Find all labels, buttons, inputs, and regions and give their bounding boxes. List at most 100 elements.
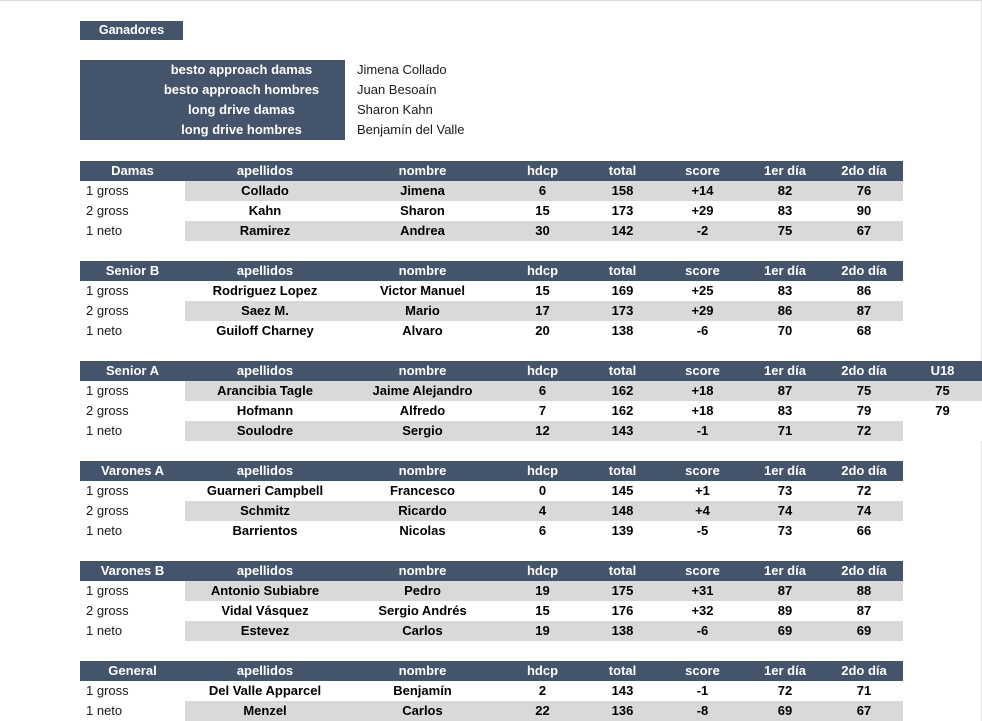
row-rank-label: 1 gross <box>80 281 185 301</box>
cell-nombre: Victor Manuel <box>379 283 465 298</box>
row-band: Guarneri Campbell Francesco 0 145 +1 73 72 <box>185 481 903 501</box>
column-header-nombre: nombre <box>398 563 447 578</box>
cell-dia2: 79 <box>856 403 872 418</box>
cell-score: +29 <box>691 303 714 318</box>
row-rank-label: 2 gross <box>80 301 185 321</box>
cell-nombre: Sergio Andrés <box>378 603 467 618</box>
row-band: Antonio Subiabre Pedro 19 175 +31 87 88 <box>185 581 903 601</box>
winner-name: Sharon Kahn <box>357 102 433 117</box>
results-table-senior-b: Senior B apellidos nombre hdcp total score 1er… <box>80 261 903 341</box>
table-category-header: Varones A <box>100 463 165 478</box>
row-rank-label: 1 gross <box>80 581 185 601</box>
cell-nombre: Pedro <box>404 583 441 598</box>
cell-total: 145 <box>611 483 634 498</box>
cell-dia1: 73 <box>777 483 793 498</box>
column-header-apellidos: apellidos <box>236 463 294 478</box>
table-category-header: Damas <box>111 163 154 178</box>
table-row: 1 gross Del Valle Apparcel Benjamín 2 143 -1 7… <box>80 681 903 701</box>
ganadores-button[interactable]: Ganadores <box>80 21 183 40</box>
cell-dia1: 71 <box>777 423 793 438</box>
row-rank-label: 1 neto <box>80 621 185 641</box>
cell-u18 <box>903 421 982 441</box>
cell-apellidos: Saez M. <box>241 303 289 318</box>
row-band: Schmitz Ricardo 4 148 +4 74 74 <box>185 501 903 521</box>
cell-nombre: Jaime Alejandro <box>372 383 473 398</box>
table-header-row: General apellidos nombre hdcp total score 1er … <box>80 661 903 681</box>
column-header-score: score <box>685 663 720 678</box>
column-header-dia2: 2do día <box>841 163 887 178</box>
row-rank-label: 2 gross <box>80 601 185 621</box>
cell-apellidos: Barrientos <box>232 523 298 538</box>
row-rank-label: 2 gross <box>80 501 185 521</box>
table-row: 1 gross Collado Jimena 6 158 +14 82 76 <box>80 181 903 201</box>
cell-dia1: 73 <box>777 523 793 538</box>
column-header-score: score <box>685 263 720 278</box>
cell-hdcp: 6 <box>538 383 547 398</box>
results-table-senior-a: Senior A apellidos nombre hdcp total score 1er… <box>80 361 982 441</box>
cell-hdcp: 12 <box>535 423 550 438</box>
winner-category-label: besto approach damas <box>170 62 313 77</box>
table-category-header: General <box>108 663 157 678</box>
cell-hdcp: 4 <box>538 503 547 518</box>
cell-hdcp: 15 <box>535 203 550 218</box>
cell-apellidos: Arancibia Tagle <box>217 383 313 398</box>
column-header-dia2: 2do día <box>841 263 887 278</box>
cell-nombre: Carlos <box>402 623 443 638</box>
cell-apellidos: Guarneri Campbell <box>206 483 324 498</box>
winner-name: Benjamín del Valle <box>357 122 465 137</box>
cell-apellidos: Hofmann <box>236 403 294 418</box>
cell-hdcp: 6 <box>538 523 547 538</box>
cell-dia2: 76 <box>856 183 872 198</box>
cell-dia2: 68 <box>856 323 872 338</box>
cell-nombre: Alfredo <box>399 403 446 418</box>
table-row: 1 neto Barrientos Nicolas 6 139 -5 73 66 <box>80 521 903 541</box>
cell-total: 138 <box>611 323 634 338</box>
cell-dia2: 72 <box>856 483 872 498</box>
column-header-hdcp: hdcp <box>526 163 559 178</box>
column-header-dia2: 2do día <box>841 363 887 378</box>
cell-dia2: 72 <box>856 423 872 438</box>
cell-total: 175 <box>611 583 634 598</box>
row-band: Guiloff Charney Alvaro 20 138 -6 70 68 <box>185 321 903 341</box>
cell-score: -2 <box>696 223 709 238</box>
cell-apellidos: Menzel <box>243 703 287 718</box>
column-header-hdcp: hdcp <box>526 363 559 378</box>
row-band: Soulodre Sergio 12 143 -1 71 72 <box>185 421 903 441</box>
winner-category-label: long drive hombres <box>181 122 302 137</box>
cell-dia1: 87 <box>777 583 793 598</box>
column-header-nombre: nombre <box>398 463 447 478</box>
column-header-nombre: nombre <box>398 363 447 378</box>
cell-score: +25 <box>691 283 714 298</box>
cell-dia1: 83 <box>777 203 793 218</box>
cell-apellidos: Antonio Subiabre <box>210 583 320 598</box>
table-category-header: Senior A <box>106 363 159 378</box>
cell-dia1: 72 <box>777 683 793 698</box>
cell-dia2: 71 <box>856 683 872 698</box>
cell-total: 169 <box>611 283 634 298</box>
cell-total: 158 <box>611 183 634 198</box>
cell-nombre: Alvaro <box>402 323 443 338</box>
cell-nombre: Nicolas <box>399 523 446 538</box>
row-rank-label: 2 gross <box>80 201 185 221</box>
cell-total: 139 <box>611 523 634 538</box>
cell-dia2: 75 <box>856 383 872 398</box>
cell-dia1: 83 <box>777 403 793 418</box>
cell-score: +1 <box>695 483 710 498</box>
table-row: 1 gross Antonio Subiabre Pedro 19 175 +31 87 88 <box>80 581 903 601</box>
column-header-total: total <box>608 663 637 678</box>
cell-total: 136 <box>611 703 634 718</box>
cell-hdcp: 20 <box>535 323 550 338</box>
cell-hdcp: 0 <box>538 483 547 498</box>
cell-dia1: 70 <box>777 323 793 338</box>
row-rank-label: 1 gross <box>80 381 185 401</box>
table-header-row: Senior A apellidos nombre hdcp total score 1er… <box>80 361 982 381</box>
row-band: Collado Jimena 6 158 +14 82 76 <box>185 181 903 201</box>
column-header-hdcp: hdcp <box>526 663 559 678</box>
table-header-row: Damas apellidos nombre hdcp total score 1er dí… <box>80 161 903 181</box>
results-table-general: General apellidos nombre hdcp total score 1er … <box>80 661 903 721</box>
cell-apellidos: Collado <box>241 183 289 198</box>
row-rank-label: 2 gross <box>80 401 185 421</box>
row-rank-label: 1 neto <box>80 321 185 341</box>
cell-dia2: 87 <box>856 303 872 318</box>
cell-nombre: Sharon <box>400 203 445 218</box>
